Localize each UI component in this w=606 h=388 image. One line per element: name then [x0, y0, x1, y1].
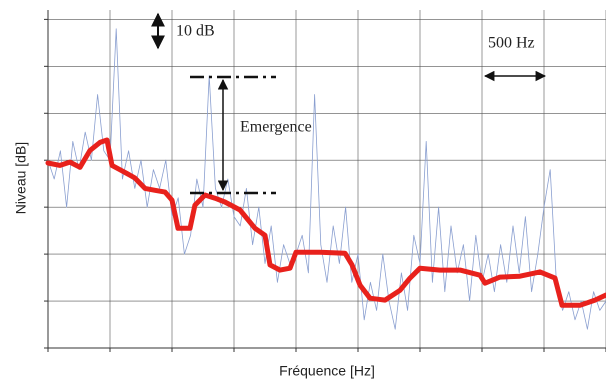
series-line	[45, 137, 606, 308]
annotations: 10 dB 500 Hz Emergence	[151, 12, 547, 195]
annotation: 500 Hz	[488, 35, 535, 52]
data	[45, 28, 606, 330]
grid	[44, 10, 606, 352]
y-axis-label: Niveau [dB]	[13, 142, 29, 214]
annotation: Emergence	[240, 119, 312, 136]
annotation: 10 dB	[176, 23, 215, 40]
x-axis-label: Fréquence [Hz]	[279, 363, 375, 379]
series-line	[47, 28, 606, 330]
